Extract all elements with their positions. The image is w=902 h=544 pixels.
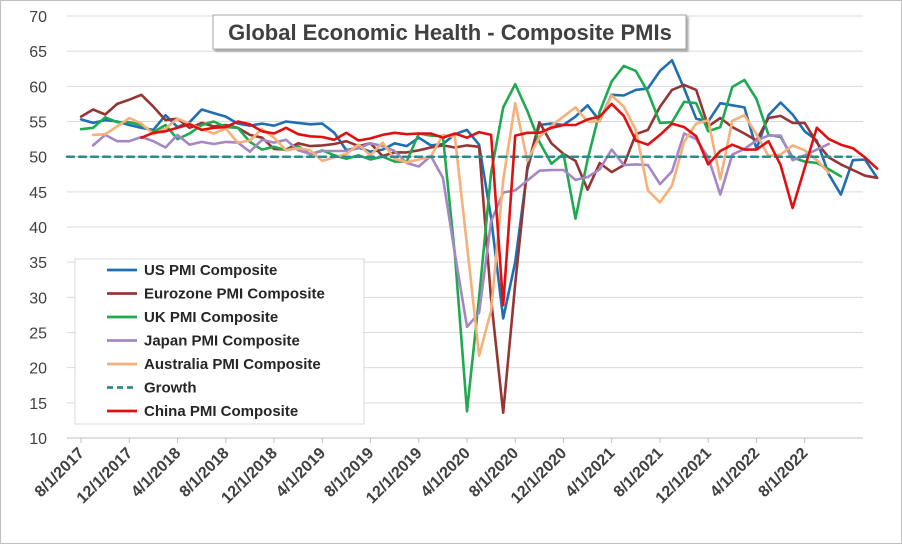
- y-tick-label: 40: [29, 220, 47, 237]
- x-tick-label: 4/1/2018: [128, 445, 184, 501]
- title-box: [212, 14, 687, 50]
- legend-label: Growth: [144, 380, 197, 397]
- y-tick-label: 45: [29, 185, 47, 202]
- x-tick-label: 4/1/2020: [418, 445, 474, 501]
- x-tick-label: 4/1/2021: [562, 445, 618, 501]
- legend-label: US PMI Composite: [144, 262, 277, 279]
- series-line-us-pmi-composite: [79, 59, 879, 320]
- x-axis: 8/1/201712/1/20174/1/20188/1/201812/1/20…: [32, 438, 812, 507]
- y-axis: 10 15 20 25 30 35 40 45 50 55 60 65 70: [29, 9, 47, 448]
- y-tick-label: 55: [29, 115, 47, 132]
- series-line-china-pmi-composite: [140, 102, 879, 307]
- y-tick-label: 10: [29, 431, 47, 448]
- y-tick-label: 30: [29, 290, 47, 307]
- y-tick-label: 65: [29, 44, 47, 61]
- legend-label: Australia PMI Composite: [144, 356, 321, 373]
- legend-label: UK PMI Composite: [144, 309, 278, 326]
- x-tick-label: 4/1/2019: [273, 445, 329, 501]
- series-layer: [65, 59, 879, 414]
- series-line-eurozone-pmi-composite: [79, 83, 879, 414]
- y-tick-label: 15: [29, 396, 47, 413]
- legend-label: Eurozone PMI Composite: [144, 286, 325, 303]
- y-tick-label: 20: [29, 361, 47, 378]
- series-line-japan-pmi-composite: [91, 132, 831, 329]
- y-tick-label: 70: [29, 9, 47, 26]
- x-tick-label: 4/1/2022: [707, 445, 763, 501]
- y-tick-label: 25: [29, 326, 47, 343]
- legend-label: China PMI Composite: [144, 403, 298, 420]
- series-line-australia-pmi-composite: [91, 94, 831, 357]
- chart-title-group: Global Economic Health - Composite PMIs: [212, 14, 687, 50]
- y-tick-label: 50: [29, 150, 47, 167]
- y-tick-label: 60: [29, 79, 47, 96]
- x-tick-label: 8/1/2022: [755, 445, 811, 501]
- chart-title: Global Economic Health - Composite PMIs: [228, 20, 672, 45]
- y-tick-label: 35: [29, 255, 47, 272]
- legend-label: Japan PMI Composite: [144, 333, 300, 350]
- series-line-uk-pmi-composite: [79, 64, 843, 413]
- legend: US PMI Composite Eurozone PMI Composite UK…: [74, 258, 365, 425]
